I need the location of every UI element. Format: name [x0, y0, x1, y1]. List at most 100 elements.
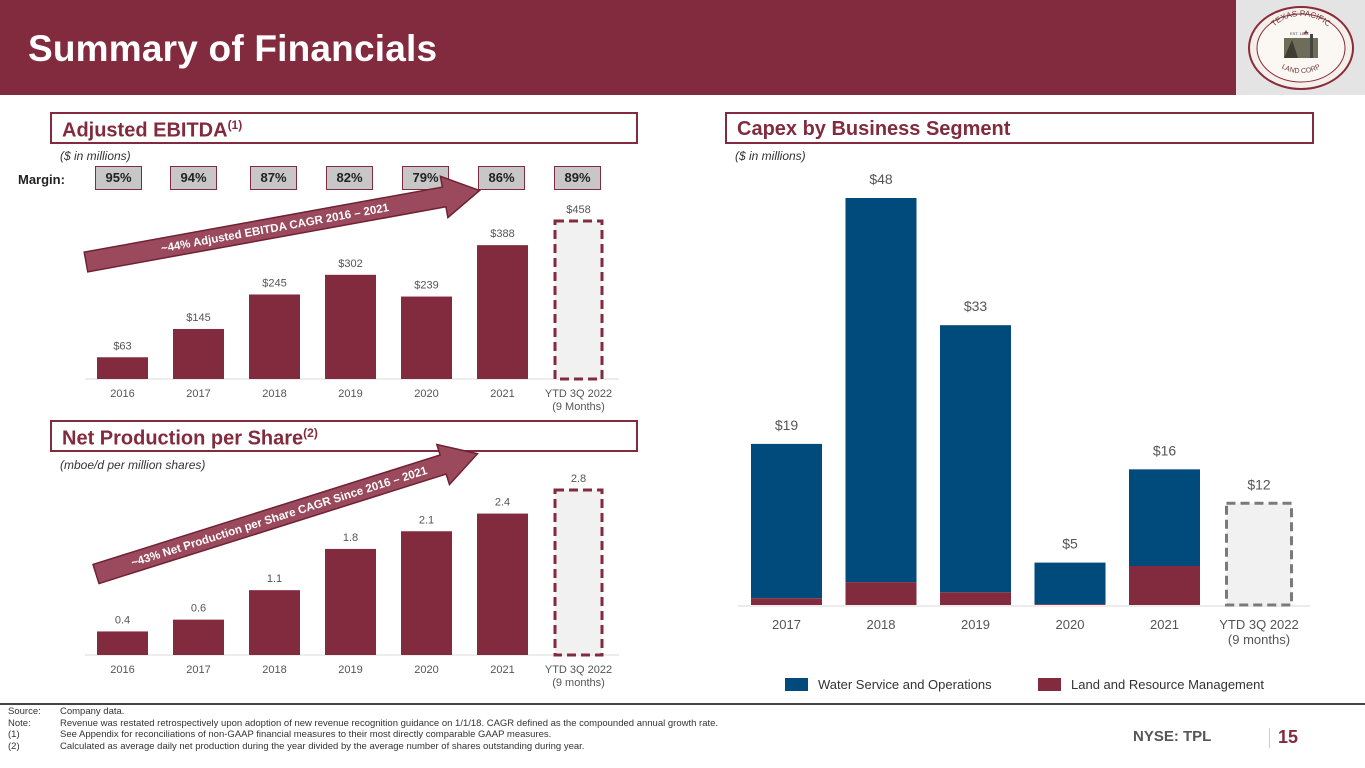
- bar-segment-land: [751, 598, 822, 605]
- x-tick-label: 2019: [338, 664, 362, 676]
- margin-box: 86%: [478, 166, 525, 190]
- margin-box: 94%: [170, 166, 217, 190]
- bar: [325, 274, 376, 379]
- bar-segment-water: [1129, 469, 1200, 566]
- seal-icon: TEXAS PACIFIC LAND CORP EST. 1888: [1247, 5, 1354, 90]
- data-label: 1.1: [267, 573, 282, 585]
- bar-segment-water: [751, 443, 822, 599]
- x-tick-label: 2021: [490, 664, 514, 676]
- production-units: (mboe/d per million shares): [60, 458, 206, 472]
- bar: [249, 294, 300, 379]
- production-title-text: Net Production per Share: [62, 427, 304, 450]
- data-label: $458: [566, 204, 590, 216]
- ticker-symbol: NYSE: TPL: [1133, 728, 1212, 745]
- legend-item-water: Water Service and Operations: [785, 677, 992, 692]
- data-label: 0.4: [115, 614, 130, 626]
- bar: [401, 531, 452, 655]
- x-tick-label: 2020: [414, 388, 438, 400]
- footnote-ref: (2): [303, 426, 318, 440]
- footnote-key: Source:: [8, 706, 41, 717]
- data-label: $33: [964, 298, 988, 314]
- margin-box: 87%: [250, 166, 297, 190]
- bar-segment-water: [1034, 562, 1106, 605]
- x-tick-label: YTD 3Q 2022: [545, 388, 612, 400]
- bar-segment-land: [940, 592, 1011, 605]
- data-label: $48: [869, 171, 893, 187]
- bar-ytd: [1225, 501, 1293, 607]
- footnote: Source: Company data.: [8, 706, 718, 718]
- x-tick-label: YTD 3Q 2022: [1219, 617, 1299, 632]
- margin-label: Margin:: [18, 172, 65, 187]
- legend-label: Land and Resource Management: [1071, 677, 1264, 692]
- legend-label: Water Service and Operations: [818, 677, 992, 692]
- data-label: $302: [338, 258, 362, 270]
- x-tick-label: (9 months): [552, 677, 605, 689]
- bar: [97, 631, 148, 655]
- bar-ytd: [553, 488, 604, 657]
- x-tick-label: 2018: [867, 617, 896, 632]
- margin-box: 82%: [326, 166, 373, 190]
- data-label: 2.1: [419, 514, 434, 526]
- bar-segment-land: [845, 582, 917, 605]
- bar-segment-water: [940, 325, 1011, 593]
- bar: [401, 296, 452, 379]
- margin-box: 95%: [95, 166, 142, 190]
- data-label: 2.4: [495, 497, 510, 509]
- svg-text:EST. 1888: EST. 1888: [1290, 31, 1309, 36]
- x-tick-label: 2019: [338, 388, 362, 400]
- bar-ytd: [553, 219, 604, 381]
- x-tick-label: 2018: [262, 388, 286, 400]
- x-tick-label: 2017: [186, 388, 210, 400]
- data-label: $245: [262, 277, 286, 289]
- bar: [249, 590, 300, 655]
- data-label: $12: [1247, 476, 1271, 492]
- x-tick-label: (9 Months): [552, 401, 605, 413]
- page-title: Summary of Financials: [28, 28, 438, 69]
- capex-section-title: Capex by Business Segment: [725, 112, 1314, 144]
- bar: [97, 357, 148, 379]
- bar-segment-land: [1129, 565, 1200, 605]
- footnote-key: Note:: [8, 717, 31, 729]
- ebitda-units: ($ in millions): [60, 149, 131, 163]
- bar: [477, 513, 528, 655]
- x-tick-label: 2016: [110, 388, 134, 400]
- footnote-ref: (1): [227, 118, 243, 132]
- footnotes: Source: Company data. Note: Revenue was re…: [8, 706, 718, 752]
- x-tick-label: 2020: [414, 664, 438, 676]
- page-number: 15: [1278, 727, 1299, 747]
- data-label: $239: [414, 280, 438, 292]
- footnote: (2) Calculated as average daily net produ…: [8, 741, 718, 753]
- production-section-title: Net Production per Share(2): [50, 420, 638, 452]
- x-tick-label: 2020: [1056, 617, 1085, 632]
- footer-divider: [0, 703, 1365, 705]
- data-label: 1.8: [343, 532, 358, 544]
- data-label: $5: [1062, 536, 1078, 552]
- ebitda-section-title: Adjusted EBITDA(1): [50, 112, 638, 144]
- data-label: $19: [775, 417, 799, 433]
- footnote-key: (2): [8, 740, 20, 752]
- capex-units: ($ in millions): [735, 149, 806, 163]
- footnote-text: See Appendix for reconciliations of non-…: [60, 729, 552, 740]
- data-label: $63: [113, 340, 131, 352]
- company-logo: TEXAS PACIFIC LAND CORP EST. 1888: [1236, 0, 1365, 95]
- footnote-text: Company data.: [60, 706, 125, 717]
- title-bar: Summary of Financials: [0, 0, 1236, 95]
- data-label: $388: [490, 228, 514, 240]
- footnote-text: Revenue was restated retrospectively upo…: [60, 717, 719, 729]
- arrow-shape: [83, 175, 482, 273]
- x-tick-label: 2017: [772, 617, 801, 632]
- data-label: $145: [186, 312, 210, 324]
- footnote-key: (1): [8, 729, 20, 740]
- page-separator: [1269, 728, 1270, 748]
- bar-segment-land: [1034, 604, 1106, 605]
- x-tick-label: 2021: [1150, 617, 1179, 632]
- bar: [325, 548, 376, 655]
- x-tick-label: YTD 3Q 2022: [545, 664, 612, 676]
- footnote: (1) See Appendix for reconciliations of n…: [8, 729, 718, 741]
- x-tick-label: 2021: [490, 388, 514, 400]
- capex-title-text: Capex by Business Segment: [737, 118, 1011, 140]
